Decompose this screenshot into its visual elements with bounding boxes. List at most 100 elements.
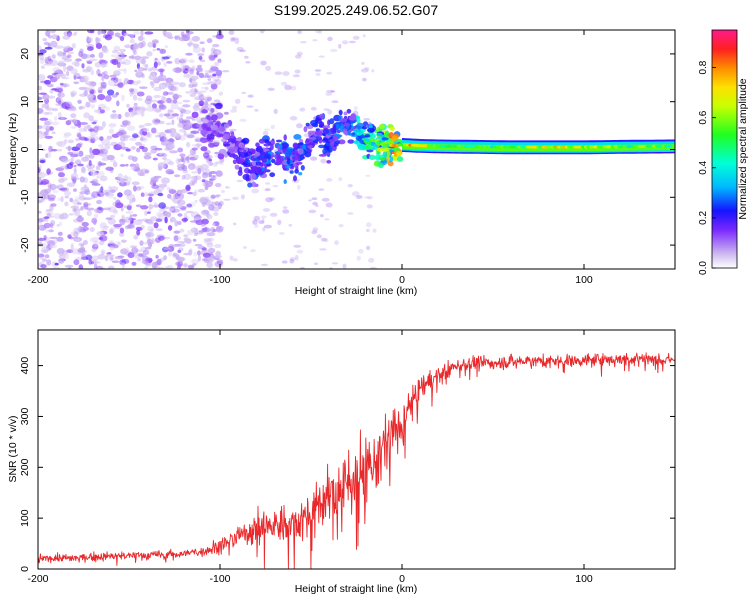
spectrogram-cell [358,135,365,139]
spectrogram-cell [46,106,51,111]
spectrogram-cell [303,126,308,133]
spectrogram-cell [215,161,222,165]
spectrogram-cell [67,151,74,155]
spectrogram-cell [199,41,205,44]
spectrogram-cell [93,126,99,133]
spectrogram-cell [70,126,77,129]
spectrogram-cell [91,191,99,199]
spectrogram-cell [234,164,240,170]
spectrogram-cell [376,147,385,152]
spectrogram-cell [251,188,260,194]
spectrogram-cell [77,142,84,146]
spectrogram-cell [236,179,244,183]
spectrogram-cell [50,203,57,207]
spectrogram-cell [158,213,167,220]
spectrogram-cell [54,262,59,266]
spectrogram-cell [147,132,152,139]
spectrogram-cell [168,128,177,134]
spectrogram-cell [144,247,152,250]
spectrogram-cell [47,55,52,61]
spectrogram-cell [195,91,201,94]
spectrogram-cell [245,61,251,64]
spectrogram-cell [203,152,210,159]
spectrogram-cell [254,151,261,157]
spectrogram-cell [222,133,230,140]
spectrogram-cell [201,123,208,130]
spectrogram-cell [38,225,42,230]
spectrogram-cell [65,45,72,52]
spectrogram-cell [140,136,144,142]
spectrogram-cell [41,103,45,109]
spectrogram-cell [387,139,395,145]
spectrogram-cell [286,147,294,151]
spectrogram-cell [229,143,235,148]
spectrogram-cell [202,252,211,258]
spectrogram-cell [354,106,358,111]
spectrogram-cell [137,35,144,42]
spectrogram-cell [200,137,208,144]
spectrogram-cell [241,91,246,94]
spectrogram-cell [113,70,121,76]
spectrogram-cell [121,239,127,243]
spectrogram-cell [113,144,122,151]
spectrogram-cell [191,147,198,151]
spectrogram-cell [150,99,159,103]
spectrogram-cell [75,138,80,142]
spectrogram-cell [314,262,319,266]
spectrogram-cell [331,100,339,104]
spectrogram-cell [97,206,102,210]
spectrogram-cell [65,146,73,150]
spectrogram-cell [89,153,95,159]
spectrogram-cell [115,199,121,206]
spectrogram-cell [298,172,303,176]
spectrogram-cell [73,161,82,165]
spectrogram-cell [129,137,137,141]
spectrogram-cell [81,221,89,227]
spectrogram-cell [197,126,202,132]
spectrogram-cell [396,151,402,157]
spectrogram-cell [329,48,338,53]
spectrogram-cell [258,220,265,225]
spectrogram-cell [205,180,213,188]
chart-title: S199.2025.249.06.52.G07 [274,2,438,18]
spectrogram-cell [227,148,235,153]
spectrogram-cell [144,266,148,269]
spectrogram-cell [78,264,84,269]
spectrogram-cell [264,189,271,192]
spectrogram-cell [161,153,168,158]
spectrogram-cell [165,211,171,217]
spectrogram-cell [114,241,121,245]
spectrogram-cell [125,247,130,254]
spectrogram-cell [43,216,50,219]
spectrogram-cell [148,258,152,264]
spectrogram-cell [157,192,164,197]
spectrogram-cell [177,202,183,208]
spectrogram-cell [294,254,299,261]
spectrogram-cell [39,80,49,84]
spectrogram-cell [98,240,105,246]
spectrogram-cell [134,142,141,145]
spectrogram-cell [88,36,93,43]
spectrogram-cell [133,42,139,50]
spectrogram-cell [142,249,150,256]
spectrogram-cell [150,177,158,183]
spectrogram-cell [312,201,318,206]
spectrogram-cell [90,104,95,109]
spectrogram-cell [49,244,54,249]
spectrogram-cell [270,124,275,130]
spectrogram-cell [38,109,43,115]
spectrogram-cell [43,94,48,101]
spectrogram-cell [136,147,141,153]
snr-x-axis-label: Height of straight line (km) [295,583,418,595]
spectrogram-cell [338,224,344,228]
spectrogram-cell [112,50,119,54]
spectrogram-cell [174,35,180,40]
spectrogram-cell [38,200,43,204]
spectrogram-cell [262,130,269,136]
spectrogram-cell [311,230,318,235]
spectrogram-cell [256,147,264,153]
spectrogram-cell [358,248,364,254]
spectrogram-cell [185,91,191,94]
spectrogram-cell [110,186,119,192]
spectrogram-cell [338,109,343,116]
